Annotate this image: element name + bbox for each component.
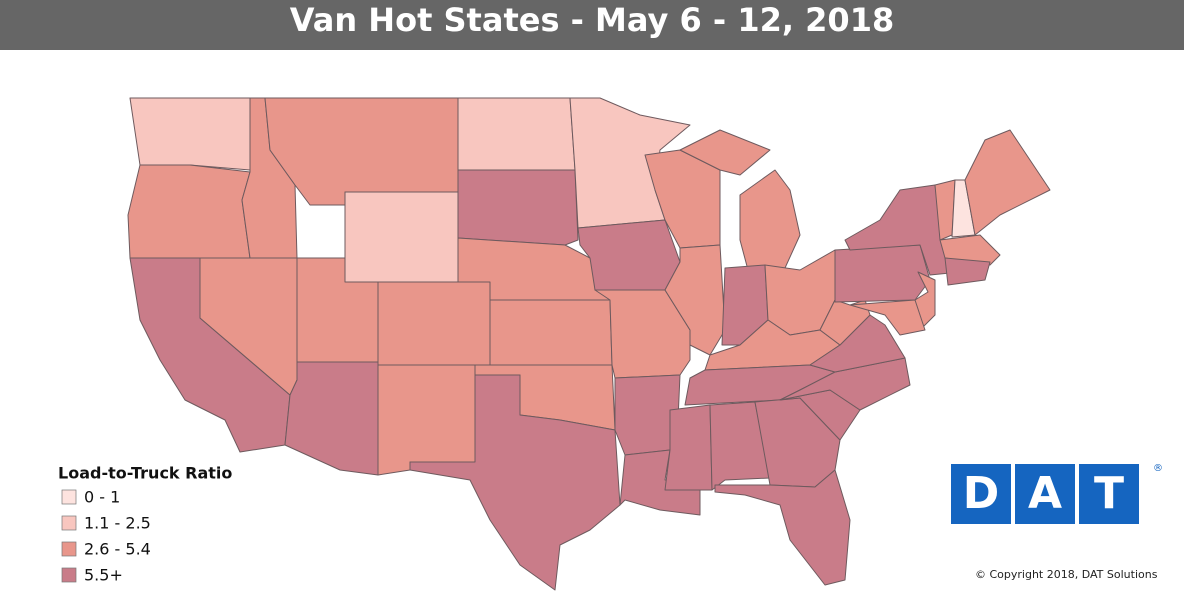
state — [944, 257, 991, 286]
logo-letter: T — [1094, 468, 1124, 519]
legend-swatch — [61, 567, 77, 583]
logo-box — [1015, 464, 1075, 524]
legend-swatch — [61, 489, 77, 505]
state — [377, 281, 491, 366]
state — [129, 97, 251, 171]
state — [457, 97, 576, 171]
legend-swatch — [61, 515, 77, 531]
logo-box — [1079, 464, 1139, 524]
state — [457, 169, 579, 246]
logo-letter: A — [1028, 468, 1062, 519]
state — [409, 374, 621, 591]
title: Van Hot States - May 6 - 12, 2018 — [290, 1, 894, 39]
legend-label: 2.6 - 5.4 — [84, 540, 151, 559]
state — [709, 401, 771, 491]
logo: D A T ® — [951, 463, 1163, 524]
state — [739, 169, 801, 271]
legend-swatch — [61, 541, 77, 557]
legend: 0 - 1 1.1 - 2.5 2.6 - 5.4 5.5+ — [61, 488, 151, 585]
state — [127, 164, 251, 259]
state — [344, 191, 459, 283]
legend-label: 1.1 - 2.5 — [84, 514, 151, 533]
legend-title: Load-to-Truck Ratio — [58, 464, 232, 483]
state — [664, 244, 726, 356]
logo-letter: D — [963, 468, 1000, 519]
logo-mark: ® — [1153, 463, 1163, 474]
state — [377, 364, 476, 476]
state — [714, 469, 851, 586]
title-bar — [0, 0, 1184, 50]
state — [489, 299, 613, 366]
legend-label: 0 - 1 — [84, 488, 120, 507]
copyright: © Copyright 2018, DAT Solutions — [975, 568, 1158, 581]
state — [849, 299, 926, 336]
state — [679, 129, 771, 176]
state — [664, 404, 713, 491]
legend-label: 5.5+ — [84, 566, 123, 585]
state — [964, 129, 1051, 236]
logo-box — [951, 464, 1011, 524]
states — [127, 97, 1051, 591]
state — [284, 361, 379, 476]
state — [939, 234, 1001, 266]
state — [834, 244, 931, 303]
state — [577, 219, 681, 291]
